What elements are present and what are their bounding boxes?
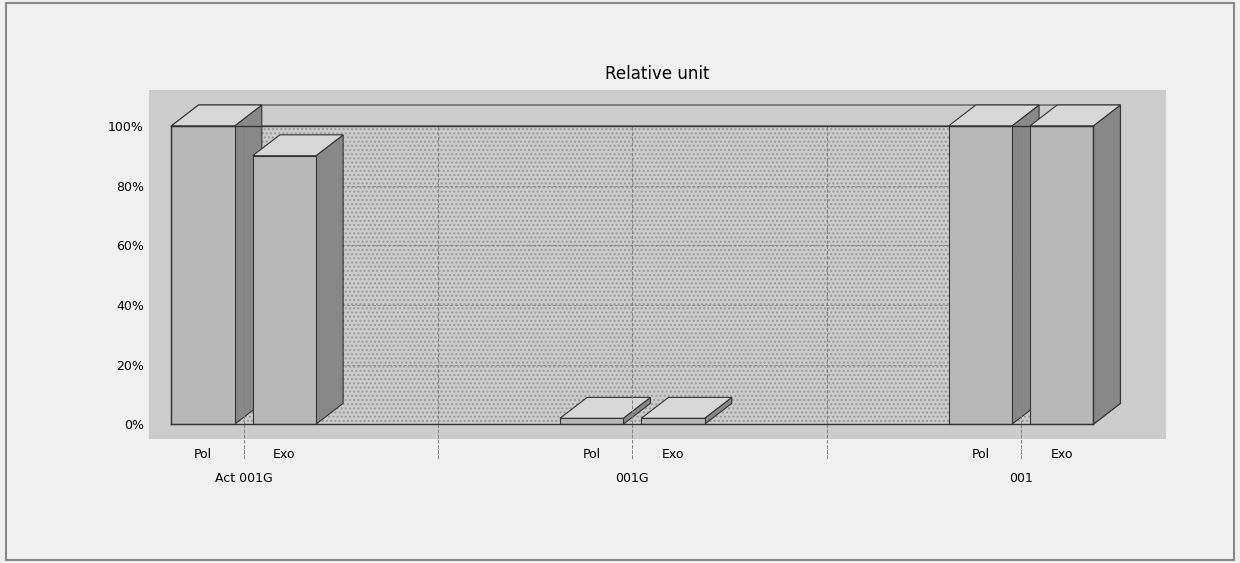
Polygon shape — [624, 397, 651, 425]
Text: Pol: Pol — [193, 448, 212, 461]
Text: Act 001G: Act 001G — [215, 472, 273, 485]
Polygon shape — [949, 105, 1039, 126]
Polygon shape — [171, 126, 234, 425]
Polygon shape — [253, 135, 343, 156]
Polygon shape — [641, 397, 732, 418]
Polygon shape — [198, 105, 1121, 403]
Text: 001G: 001G — [615, 472, 650, 485]
Title: Relative unit: Relative unit — [605, 65, 709, 83]
Polygon shape — [316, 135, 343, 425]
Text: Exo: Exo — [1050, 448, 1073, 461]
Polygon shape — [253, 156, 316, 425]
Text: 001: 001 — [1009, 472, 1033, 485]
Polygon shape — [704, 397, 732, 425]
Polygon shape — [641, 418, 704, 425]
Polygon shape — [171, 126, 1094, 425]
Polygon shape — [1012, 105, 1039, 425]
Polygon shape — [949, 126, 1012, 425]
Text: Pol: Pol — [583, 448, 600, 461]
Polygon shape — [560, 397, 651, 418]
Text: Exo: Exo — [662, 448, 684, 461]
Polygon shape — [1030, 126, 1094, 425]
Polygon shape — [234, 105, 262, 425]
Polygon shape — [171, 126, 1094, 425]
Polygon shape — [1094, 105, 1121, 425]
Polygon shape — [1030, 105, 1121, 126]
Polygon shape — [1094, 105, 1121, 425]
Text: Exo: Exo — [273, 448, 295, 461]
Polygon shape — [560, 418, 624, 425]
Polygon shape — [171, 105, 1121, 126]
Text: Pol: Pol — [971, 448, 990, 461]
Polygon shape — [171, 403, 1121, 425]
Polygon shape — [171, 105, 262, 126]
